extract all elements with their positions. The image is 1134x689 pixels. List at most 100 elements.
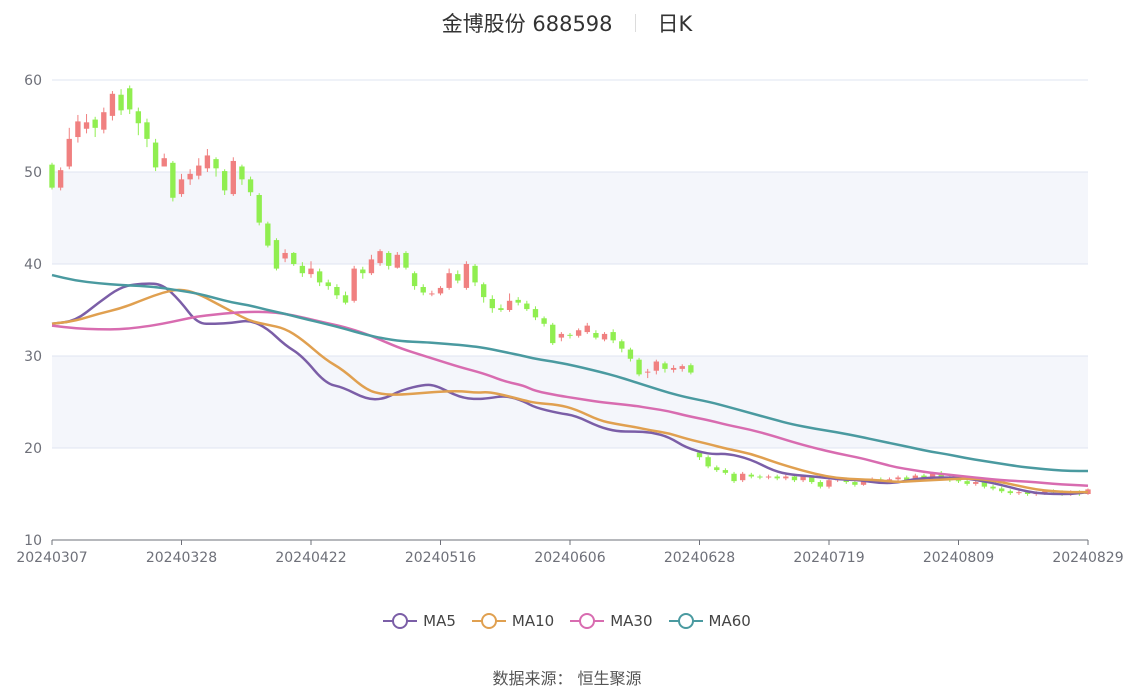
candle	[498, 304, 504, 312]
legend-item-ma30[interactable]: MA30	[570, 612, 653, 630]
candle	[662, 361, 668, 373]
candle	[532, 306, 539, 321]
legend-label: MA10	[511, 612, 555, 630]
candle	[360, 266, 366, 279]
candle	[429, 290, 435, 297]
candle	[118, 89, 124, 115]
x-tick-label: 20240628	[664, 550, 735, 566]
candle-body	[645, 371, 651, 373]
candle-body	[83, 122, 90, 129]
background-bands	[52, 172, 1088, 448]
candle	[273, 238, 280, 271]
candle	[480, 282, 487, 303]
candle	[1007, 489, 1013, 495]
candle-body	[92, 119, 98, 128]
background-band	[52, 356, 1088, 448]
candle	[144, 118, 150, 148]
candle-body	[575, 330, 582, 336]
candle-body	[144, 122, 150, 139]
candle-body	[325, 282, 331, 287]
candle	[998, 486, 1005, 494]
candle	[221, 169, 228, 195]
candle-body	[722, 470, 729, 473]
candle-body	[127, 88, 133, 110]
candle-body	[256, 195, 262, 223]
candle-body	[610, 332, 616, 341]
candle-body	[731, 473, 737, 482]
candle	[386, 251, 392, 270]
candle-body	[817, 482, 824, 487]
candle-body	[929, 473, 936, 479]
legend-marker-icon	[471, 612, 506, 630]
y-tick-label: 60	[24, 73, 42, 89]
candle-body	[463, 264, 470, 288]
series-line-ma10	[51, 288, 1088, 494]
candle	[731, 471, 737, 483]
candles	[49, 85, 1091, 496]
candle	[127, 85, 133, 115]
candle-body	[904, 477, 910, 481]
legend-item-ma5[interactable]: MA5	[383, 612, 456, 630]
legend-item-ma10[interactable]: MA10	[471, 612, 555, 630]
candle	[239, 164, 245, 185]
candle	[826, 478, 832, 489]
candle	[567, 333, 573, 339]
candle	[403, 251, 409, 270]
candle-body	[273, 240, 280, 269]
title-divider	[634, 14, 636, 32]
candle-body	[498, 308, 504, 310]
candle	[161, 153, 167, 167]
candle-body	[705, 457, 711, 467]
candle-body	[688, 365, 694, 373]
candle-body	[213, 159, 219, 169]
candle	[990, 484, 996, 491]
candle-body	[489, 298, 495, 309]
candle-body	[196, 165, 202, 176]
candle-body	[152, 142, 159, 168]
series-line-ma5	[51, 282, 1089, 496]
data-source: 数据来源： 恒生聚源	[492, 669, 642, 688]
y-tick-label: 50	[24, 165, 42, 181]
candle-body	[299, 265, 306, 274]
candle-body	[765, 476, 772, 478]
candle	[135, 107, 142, 136]
candle-body	[662, 363, 668, 369]
legend-item-ma60[interactable]: MA60	[668, 612, 751, 630]
x-tick-label: 20240516	[405, 550, 476, 566]
candle-body	[696, 452, 703, 458]
candle-body	[204, 155, 211, 169]
candle-body	[619, 341, 625, 349]
candle	[627, 347, 634, 362]
candle-body	[170, 162, 176, 198]
candle-body	[66, 138, 72, 167]
candle-body	[567, 334, 573, 336]
x-tick-label: 20240328	[146, 550, 217, 566]
candle-body	[109, 93, 116, 116]
candle-body	[550, 324, 556, 344]
candle-body	[895, 477, 901, 480]
background-band	[52, 172, 1088, 264]
candle	[66, 127, 72, 170]
legend-label: MA5	[423, 612, 456, 630]
candle	[247, 176, 254, 196]
candle-body	[852, 482, 858, 485]
candle	[57, 167, 64, 191]
candle	[187, 169, 193, 185]
series-line-ma60	[51, 273, 1088, 473]
candle	[783, 474, 789, 481]
candle	[282, 249, 288, 263]
candle	[653, 359, 660, 375]
candle	[852, 480, 858, 487]
candle	[550, 322, 556, 345]
candle-body	[1007, 491, 1013, 494]
candle	[170, 160, 176, 202]
candle	[334, 284, 340, 299]
candle-body	[161, 158, 167, 167]
candle-body	[627, 349, 634, 359]
candle-body	[135, 111, 142, 124]
candle-body	[1024, 492, 1031, 494]
y-tick-label: 30	[24, 349, 42, 365]
series-line-ma30	[51, 310, 1089, 487]
candle	[213, 157, 219, 177]
candle-body	[670, 367, 677, 370]
